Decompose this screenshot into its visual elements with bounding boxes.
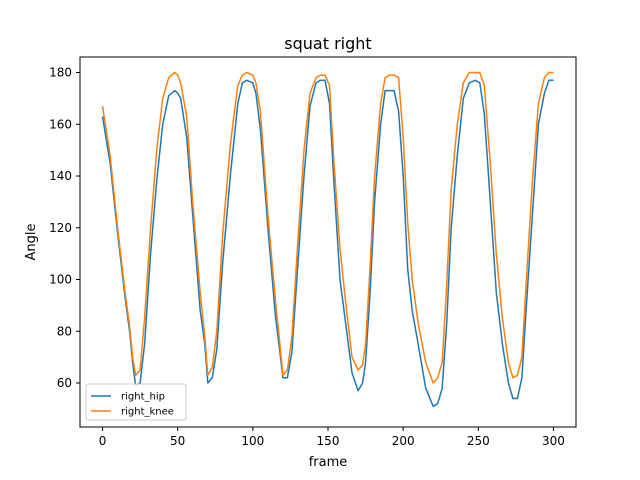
series-line-right-knee xyxy=(101,71,554,384)
series-line-right-hip xyxy=(101,79,554,408)
y-tick-label: 100 xyxy=(49,273,72,287)
x-tick-label: 150 xyxy=(317,434,340,448)
legend-label-right-knee: right_knee xyxy=(121,407,174,418)
y-tick-label: 80 xyxy=(57,324,72,338)
legend: right_hip right_knee xyxy=(85,383,187,421)
x-tick-label: 300 xyxy=(542,434,565,448)
x-tick-label: 50 xyxy=(170,434,185,448)
y-tick-label: 60 xyxy=(57,376,72,390)
y-axis: 60 80 100 120 140 160 180 xyxy=(49,66,80,390)
legend-label-right-hip: right_hip xyxy=(121,392,165,403)
x-tick-label: 0 xyxy=(99,434,107,448)
x-axis-label: frame xyxy=(309,455,348,470)
y-axis-label: Angle xyxy=(24,224,39,261)
chart-title: squat right xyxy=(284,34,371,53)
x-axis: 0 50 100 150 200 250 300 xyxy=(99,427,565,448)
y-tick-label: 180 xyxy=(49,66,72,80)
x-tick-label: 100 xyxy=(241,434,264,448)
y-tick-label: 120 xyxy=(49,221,72,235)
x-tick-label: 250 xyxy=(467,434,490,448)
y-tick-label: 160 xyxy=(49,117,72,131)
plot-frame xyxy=(79,56,577,428)
plot-area xyxy=(101,71,554,408)
x-tick-label: 200 xyxy=(392,434,415,448)
y-tick-label: 140 xyxy=(49,169,72,183)
